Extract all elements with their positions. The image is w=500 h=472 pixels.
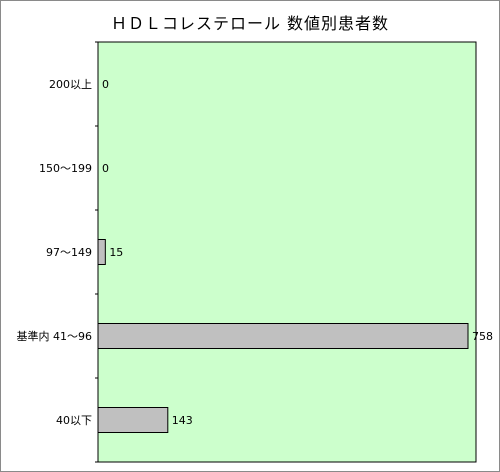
category-label: 基準内 41〜96 [17,329,93,343]
bar [97,239,106,265]
value-label: 15 [109,246,123,259]
value-label: 758 [472,330,493,343]
category-label: 97〜149 [46,246,92,259]
category-label: 40以下 [56,414,92,427]
value-label: 0 [102,78,109,91]
category-label: 150〜199 [39,162,92,175]
plot-area [97,41,477,463]
value-label: 143 [172,414,193,427]
chart-title: ＨＤＬコレステロール 数値別患者数 [110,14,390,33]
value-label: 0 [102,162,109,175]
category-label: 200以上 [49,78,92,91]
bar [97,323,469,349]
bar [97,407,169,433]
